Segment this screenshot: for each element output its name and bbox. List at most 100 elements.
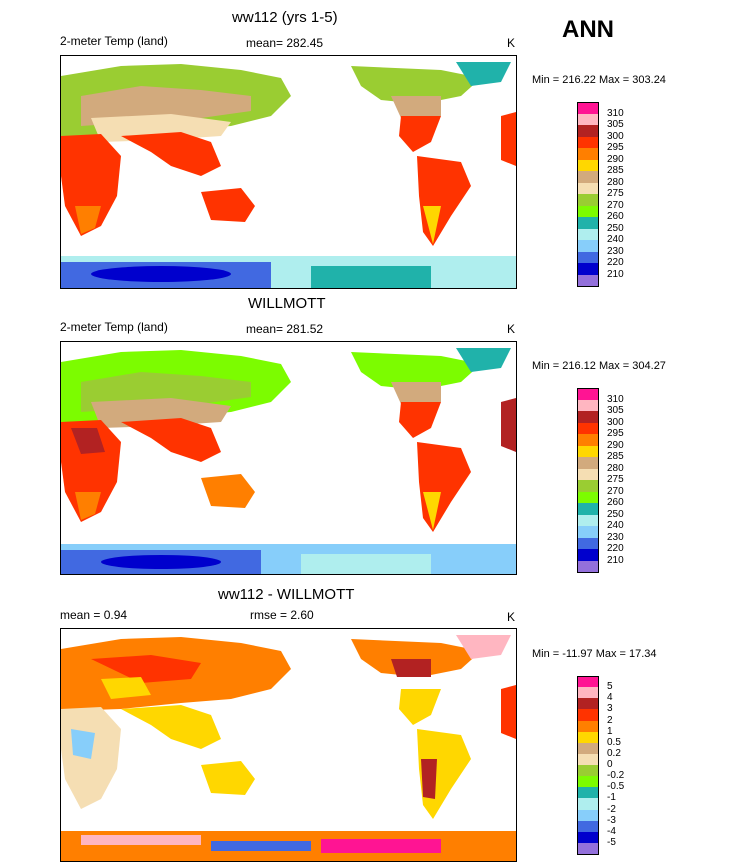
colorbar-tick-label: 250	[607, 222, 624, 234]
colorbar-tick-label: 3	[607, 703, 613, 715]
colorbar-swatch	[577, 709, 599, 721]
colorbar-tick-label: 310	[607, 393, 624, 405]
units-label: K	[507, 36, 516, 50]
colorbar-tick-label: 230	[607, 245, 624, 257]
colorbar-swatch	[577, 125, 599, 137]
variable-label: 2-meter Temp (land)	[60, 34, 168, 48]
colorbar-swatch	[577, 263, 599, 275]
colorbar-tick-label: -2	[607, 803, 616, 815]
colorbar-tick-label: -3	[607, 814, 616, 826]
colorbar-swatch	[577, 445, 599, 458]
panel-title: WILLMOTT	[248, 295, 326, 312]
colorbar-tick-label: -4	[607, 825, 616, 837]
colorbar-tick-label: 285	[607, 165, 624, 176]
colorbar-swatch	[577, 549, 599, 561]
colorbar-tick-label: 0	[607, 759, 613, 770]
colorbar-tick-label: -5	[607, 836, 616, 848]
colorbar-swatch	[577, 171, 599, 183]
colorbar-tick-label: 275	[607, 188, 624, 199]
colorbar-swatch	[577, 480, 599, 492]
minmax-label: Min = -11.97 Max = 17.34	[532, 648, 657, 660]
colorbar-swatch	[577, 399, 599, 412]
colorbar-tick-label: 1	[607, 725, 613, 737]
colorbar-tick-label: 295	[607, 142, 624, 153]
colorbar-swatch	[577, 205, 599, 218]
colorbar-swatch	[577, 102, 599, 114]
minmax-label: Min = 216.12 Max = 304.27	[532, 360, 666, 372]
colorbar-tick-label: 240	[607, 520, 624, 531]
colorbar-swatch	[577, 136, 599, 149]
colorbar-swatch	[577, 809, 599, 822]
colorbar-tick-label: 305	[607, 119, 624, 130]
colorbar-swatch	[577, 514, 599, 527]
colorbar-tick-label: 310	[607, 107, 624, 119]
colorbar-tick-label: 260	[607, 211, 624, 222]
mean-label: mean = 0.94	[60, 608, 128, 622]
colorbar-swatch	[577, 491, 599, 504]
colorbar-tick-label: -0.2	[607, 770, 625, 782]
colorbar-tick-label: 260	[607, 497, 624, 508]
colorbar-swatch	[577, 765, 599, 777]
colorbar-swatch	[577, 148, 599, 160]
variable-label: 2-meter Temp (land)	[60, 320, 168, 334]
colorbar-tick-label: 300	[607, 130, 624, 142]
colorbar-swatch	[577, 687, 599, 699]
colorbar-tick-label: -0.5	[607, 781, 625, 793]
colorbar-tick-label: 280	[607, 462, 624, 474]
units-label: K	[507, 322, 516, 336]
colorbar-swatch	[577, 113, 599, 126]
colorbar-difference	[577, 676, 599, 855]
colorbar-swatch	[577, 787, 599, 799]
colorbar-swatch	[577, 457, 599, 469]
colorbar-tick-label: 270	[607, 485, 624, 497]
colorbar-swatch	[577, 274, 599, 287]
colorbar-swatch	[577, 731, 599, 744]
colorbar-tick-label: 285	[607, 451, 624, 462]
colorbar-model	[577, 102, 599, 287]
colorbar-swatch	[577, 422, 599, 435]
mean-label: mean= 281.52	[246, 322, 324, 336]
colorbar-swatch	[577, 217, 599, 229]
colorbar-tick-label: 290	[607, 153, 624, 165]
colorbar-tick-label: 4	[607, 692, 613, 704]
colorbar-swatch	[577, 798, 599, 810]
units-label: K	[507, 610, 516, 624]
colorbar-swatch	[577, 560, 599, 573]
colorbar-tick-label: 2	[607, 714, 613, 726]
colorbar-tick-label: 300	[607, 416, 624, 428]
colorbar-swatch	[577, 468, 599, 481]
colorbar-tick-label: 210	[607, 268, 624, 280]
colorbar-swatch	[577, 434, 599, 446]
colorbar-swatch	[577, 182, 599, 195]
colorbar-tick-label: -1	[607, 792, 616, 804]
colorbar-tick-label: 240	[607, 234, 624, 245]
minmax-label: Min = 216.22 Max = 303.24	[532, 74, 666, 86]
colorbar-swatch	[577, 842, 599, 855]
colorbar-swatch	[577, 537, 599, 550]
colorbar-swatch	[577, 831, 599, 844]
colorbar-obs	[577, 388, 599, 573]
colorbar-swatch	[577, 742, 599, 755]
colorbar-swatch	[577, 388, 599, 400]
panel-title: ww112 - WILLMOTT	[218, 586, 355, 603]
colorbar-tick-label: 0.5	[607, 736, 621, 748]
colorbar-swatch	[577, 698, 599, 710]
colorbar-tick-label: 280	[607, 176, 624, 188]
colorbar-swatch	[577, 820, 599, 833]
colorbar-swatch	[577, 676, 599, 688]
colorbar-swatch	[577, 720, 599, 733]
colorbar-swatch	[577, 503, 599, 515]
colorbar-swatch	[577, 251, 599, 264]
map-panel-obs	[60, 341, 517, 575]
map-panel-difference	[60, 628, 517, 862]
rmse-label: rmse = 2.60	[250, 608, 314, 622]
map-panel-model	[60, 55, 517, 289]
colorbar-swatch	[577, 526, 599, 538]
colorbar-tick-label: 250	[607, 508, 624, 520]
colorbar-swatch	[577, 776, 599, 788]
colorbar-swatch	[577, 240, 599, 252]
colorbar-tick-label: 290	[607, 439, 624, 451]
colorbar-swatch	[577, 753, 599, 766]
colorbar-swatch	[577, 159, 599, 172]
panel-title: ww112 (yrs 1-5)	[232, 9, 338, 26]
